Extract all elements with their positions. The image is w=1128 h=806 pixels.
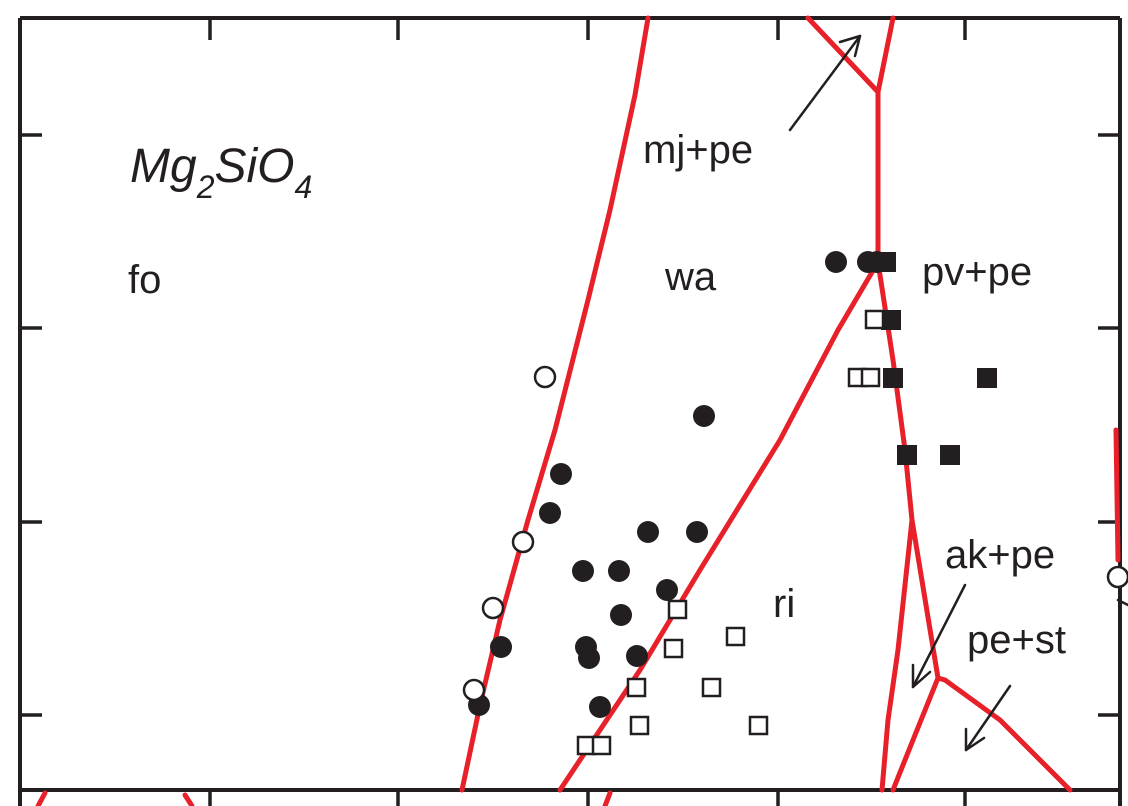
filled-circle-point <box>637 521 659 543</box>
plot-frame <box>18 16 1122 806</box>
open-square-point <box>629 715 650 736</box>
filled-square-point <box>876 252 896 272</box>
bottom-left-fragment-1 <box>35 790 48 806</box>
phase-label-fo: fo <box>128 258 161 302</box>
phase-label-wa: wa <box>664 255 717 299</box>
diagram-title: Mg2SiO4 <box>130 140 312 205</box>
open-square-point <box>667 599 688 620</box>
open-square-point <box>663 638 684 659</box>
filled-circle-point <box>578 647 600 669</box>
open-square-point <box>860 367 881 388</box>
phase-label-ri: ri <box>773 582 795 626</box>
open-square-markers <box>576 309 885 756</box>
open-circle-point <box>1106 565 1128 589</box>
filled-circle-point <box>686 521 708 543</box>
filled-circle-point <box>589 696 611 718</box>
open-square-point <box>748 715 769 736</box>
fo-wa-boundary <box>459 15 651 793</box>
open-circle-point <box>511 530 535 554</box>
phase-label-pe-st: pe+st <box>967 618 1066 662</box>
data-points <box>462 251 1128 756</box>
open-square-point <box>591 735 612 756</box>
arrow-right-edge <box>1116 598 1128 607</box>
filled-circle-point <box>825 251 847 273</box>
filled-circle-point <box>539 502 561 524</box>
bottom-left-fragment-2 <box>182 792 195 806</box>
filled-circle-point <box>550 463 572 485</box>
annotation-arrows <box>788 34 1128 752</box>
filled-circle-point <box>608 560 630 582</box>
phase-boundaries <box>35 15 1121 806</box>
arrow-ak-pe <box>911 583 967 689</box>
filled-circle-point <box>490 636 512 658</box>
filled-square-point <box>881 310 901 330</box>
bottom-fragment-3 <box>602 790 613 806</box>
filled-square-point <box>897 445 917 465</box>
filled-circle-point <box>693 405 715 427</box>
ak-pe-lower-branch <box>890 675 941 793</box>
open-square-point <box>701 677 722 698</box>
filled-circle-point <box>572 560 594 582</box>
open-circle-point <box>462 678 486 702</box>
filled-square-point <box>940 445 960 465</box>
pe-st-boundary <box>942 677 1073 793</box>
filled-circle-point <box>610 604 632 626</box>
axis-ticks <box>20 18 1120 806</box>
open-circle-markers <box>462 365 1128 702</box>
arrow-mj-pe <box>788 34 862 132</box>
phase-label-pv-pe: pv+pe <box>922 250 1032 294</box>
filled-square-markers <box>876 252 997 465</box>
arrow-pe-st <box>964 684 1012 752</box>
pv-boundary-lower <box>879 517 915 793</box>
filled-square-point <box>977 368 997 388</box>
filled-circle-point <box>656 579 678 601</box>
open-circle-point <box>533 365 557 389</box>
open-circle-point <box>481 596 505 620</box>
filled-circle-point <box>626 645 648 667</box>
phase-label-ak-pe: ak+pe <box>945 533 1055 577</box>
open-square-point <box>626 677 647 698</box>
pv-boundary-upper <box>875 15 948 683</box>
wa-ri-boundary <box>557 259 881 793</box>
mj-pe-field-left <box>805 15 881 95</box>
open-square-point <box>864 309 885 330</box>
phase-label-mj-pe: mj+pe <box>643 128 753 172</box>
open-square-point <box>725 626 746 647</box>
filled-square-point <box>883 368 903 388</box>
right-edge-boundary <box>1113 427 1121 563</box>
